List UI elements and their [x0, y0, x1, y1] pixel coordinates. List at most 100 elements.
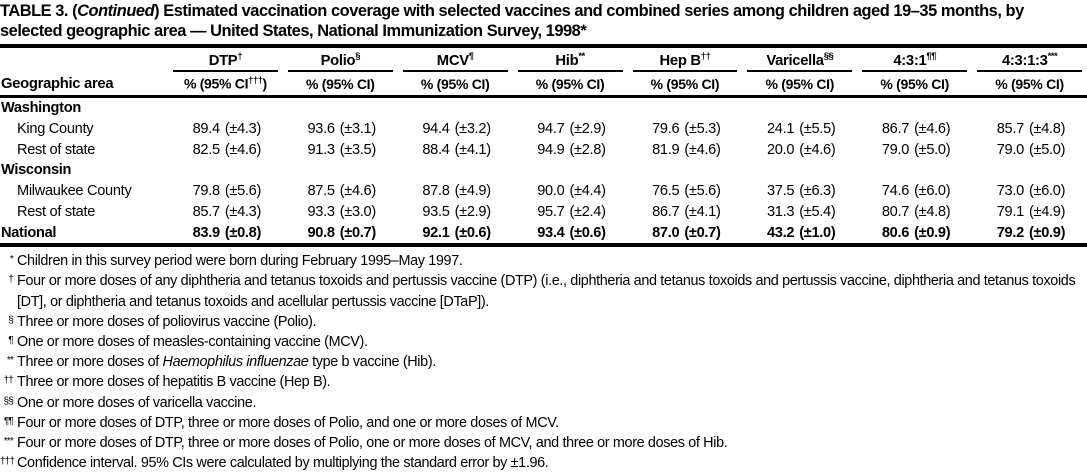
cell-431: 86.7 (±4.6): [857, 118, 972, 139]
cell-hepb: 79.6 (±5.3): [628, 118, 743, 139]
pct-value: 79.0: [996, 141, 1025, 158]
footnote-text: Three or more doses of hepatitis B vacci…: [17, 374, 331, 391]
ci-subheader-varicella: % (95% CI): [765, 75, 835, 92]
pct-value: 79.6: [652, 120, 680, 137]
ci-value: (±0.6): [454, 224, 492, 241]
pct-value: 95.7: [537, 203, 565, 220]
col-label: Varicella: [766, 52, 824, 69]
ci-value: (±3.1): [339, 120, 377, 137]
cell-varicella: 43.2 (±1.0): [742, 222, 857, 245]
footnote-marker: ¶¶: [3, 415, 14, 427]
col-header-varicella: Varicella§§: [742, 48, 857, 72]
pct-value: 24.1: [766, 120, 795, 137]
col-label: Hib: [555, 52, 579, 69]
footnote-confidence-interval: ††† Confidence interval. 95% CIs were cal…: [0, 453, 1087, 473]
cell-polio: 93.3 (±3.0): [283, 202, 398, 223]
ci-value: (±4.9): [1028, 203, 1066, 220]
cell-dtp: 83.9 (±0.8): [168, 222, 283, 245]
ci-value: (±3.2): [454, 120, 492, 137]
ci-value: (±5.6): [224, 183, 262, 200]
footnote-marker: **: [578, 51, 585, 62]
footnote-text: Children in this survey period were born…: [17, 253, 463, 270]
title-post: ) Estimated vaccination coverage with se…: [0, 2, 1024, 40]
ci-value: (±4.3): [224, 120, 262, 137]
footnote-text: Four or more doses of DTP, three or more…: [17, 414, 559, 431]
pct-value: 94.4: [422, 120, 450, 137]
cell-431: 80.6 (±0.9): [857, 222, 972, 245]
ci-value: (±6.0): [914, 183, 951, 200]
ci-value: (±2.9): [569, 120, 606, 137]
pct-value: 85.7: [996, 120, 1025, 137]
row-label: Rest of state: [17, 141, 96, 158]
vaccination-coverage-table: Geographic area DTP† Polio§ MCV¶ Hib** H…: [0, 48, 1087, 247]
footnotes: * Children in this survey period were bor…: [0, 247, 1087, 473]
cell-hib: 94.9 (±2.8): [513, 139, 628, 160]
footnote-text-italic: Haemophilus influenzae: [162, 354, 309, 371]
ci-value: (±4.6): [799, 141, 836, 158]
pct-value: 87.5: [307, 183, 335, 200]
cell-4313: 79.1 (±4.9): [972, 202, 1087, 223]
cell-431: 74.6 (±6.0): [857, 181, 972, 202]
ci-subheader-dtp: % (95% CI†††): [168, 72, 283, 96]
footnote-birth-period: * Children in this survey period were bor…: [0, 251, 1087, 271]
col-label: MCV: [436, 52, 469, 69]
footnote-mcv: ¶ One or more doses of measles-containing…: [0, 332, 1087, 352]
pct-value: 79.8: [192, 183, 221, 200]
footnote-marker: §§: [823, 51, 834, 62]
footnote-text: Four or more doses of any diphtheria and…: [17, 273, 1076, 310]
pct-value: 88.4: [422, 141, 450, 158]
col-header-mcv: MCV¶: [398, 48, 513, 72]
ci-value: (±4.6): [224, 141, 262, 158]
pct-value: 81.9: [652, 141, 680, 158]
table-header: Geographic area DTP† Polio§ MCV¶ Hib** H…: [0, 48, 1087, 97]
cell-dtp: 82.5 (±4.6): [168, 139, 283, 160]
col-header-431: 4:3:1¶¶: [857, 48, 972, 72]
footnote-marker: ¶¶: [926, 51, 936, 62]
state-row-washington: Washington: [0, 96, 1087, 118]
footnote-marker: §: [8, 314, 14, 326]
cell-hib: 93.4 (±0.6): [513, 222, 628, 245]
ci-value: (±4.4): [569, 183, 606, 200]
pct-value: 93.3: [307, 203, 335, 220]
footnote-text: One or more doses of measles-containing …: [17, 333, 368, 350]
title-pre: TABLE 3. (: [0, 2, 78, 20]
cell-hepb: 76.5 (±5.6): [628, 181, 743, 202]
table-row-national: National 83.9 (±0.8) 90.8 (±0.7) 92.1 (±0.6…: [0, 222, 1087, 245]
cell-4313: 79.2 (±0.9): [972, 222, 1087, 245]
footnote-marker: ††: [700, 51, 711, 62]
ci-value: (±0.9): [1028, 224, 1066, 241]
ci-value: (±4.3): [224, 203, 262, 220]
cell-varicella: 37.5 (±6.3): [742, 181, 857, 202]
cell-431: 80.7 (±4.8): [857, 202, 972, 223]
ci-value: (±5.0): [914, 141, 951, 158]
footnote-marker: †: [237, 51, 243, 62]
footnote-text: One or more doses of varicella vaccine.: [17, 394, 257, 411]
ci-subheader-hepb: % (95% CI): [650, 75, 720, 92]
footnote-text-pre: Three or more doses of: [17, 354, 163, 371]
pct-value: 91.3: [307, 141, 335, 158]
table-row-king-county: King County 89.4 (±4.3) 93.6 (±3.1) 94.4 (±…: [0, 118, 1087, 139]
ci-value: (±4.6): [684, 141, 721, 158]
footnote-marker: ¶: [8, 334, 13, 346]
pct-value: 87.8: [422, 183, 450, 200]
ci-value: (±0.9): [914, 224, 951, 241]
ci-label-end: ): [262, 75, 268, 92]
state-row-wisconsin: Wisconsin: [0, 160, 1087, 181]
cell-polio: 91.3 (±3.5): [283, 139, 398, 160]
footnote-431-series: ¶¶ Four or more doses of DTP, three or mo…: [0, 413, 1087, 433]
pct-value: 92.1: [422, 224, 450, 241]
pct-value: 79.2: [996, 224, 1025, 241]
cell-431: 79.0 (±5.0): [857, 139, 972, 160]
ci-value: (±0.6): [569, 224, 606, 241]
table-title: TABLE 3. (Continued) Estimated vaccinati…: [0, 0, 1087, 48]
col-label: Hep B: [659, 52, 702, 69]
pct-value: 37.5: [766, 183, 795, 200]
cell-varicella: 24.1 (±5.5): [742, 118, 857, 139]
footnote-text: Three or more doses of Haemophilus influ…: [17, 352, 1087, 372]
table-row-washington-rest: Rest of state 82.5 (±4.6) 91.3 (±3.5) 88.4…: [0, 139, 1087, 160]
ci-subheader-mcv: % (95% CI): [420, 75, 490, 92]
cell-hepb: 81.9 (±4.6): [628, 139, 743, 160]
pct-value: 80.7: [881, 203, 910, 220]
cell-hib: 95.7 (±2.4): [513, 202, 628, 223]
pct-value: 86.7: [881, 120, 910, 137]
